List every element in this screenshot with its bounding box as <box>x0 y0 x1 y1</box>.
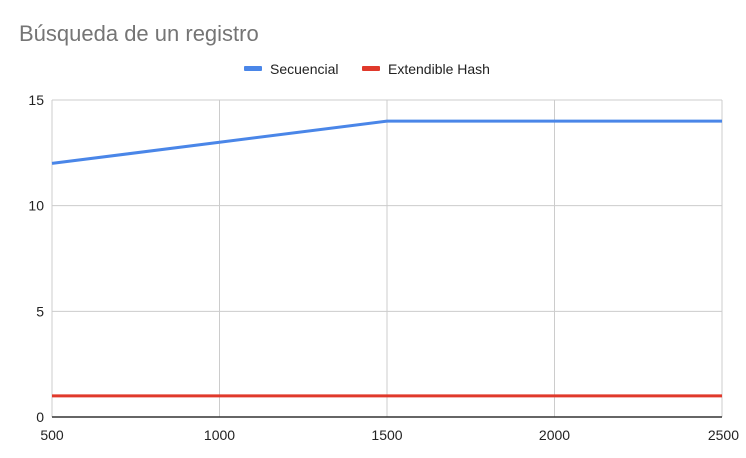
legend-swatch-secuencial <box>244 66 262 71</box>
series-lines <box>51 119 722 398</box>
legend: Secuencial Extendible Hash <box>244 61 490 77</box>
legend-swatch-extendible-hash <box>362 66 380 71</box>
x-tick-label-1000: 1000 <box>204 427 235 443</box>
legend-label-extendible-hash: Extendible Hash <box>388 61 490 77</box>
axes: 0 5 10 15 500 1000 1500 2000 2500 <box>28 92 739 443</box>
x-tick-label-2000: 2000 <box>539 427 570 443</box>
x-tick-label-2500: 2500 <box>708 427 739 443</box>
y-tick-label-15: 15 <box>28 92 44 108</box>
y-tick-label-5: 5 <box>36 303 44 319</box>
grid <box>51 99 723 417</box>
chart-title: Búsqueda de un registro <box>19 21 259 46</box>
y-tick-label-0: 0 <box>36 409 44 425</box>
legend-label-secuencial: Secuencial <box>270 61 339 77</box>
x-tick-label-1500: 1500 <box>371 427 402 443</box>
series-line-secuencial <box>51 119 722 165</box>
y-tick-label-10: 10 <box>28 198 44 214</box>
x-tick-label-500: 500 <box>40 427 64 443</box>
